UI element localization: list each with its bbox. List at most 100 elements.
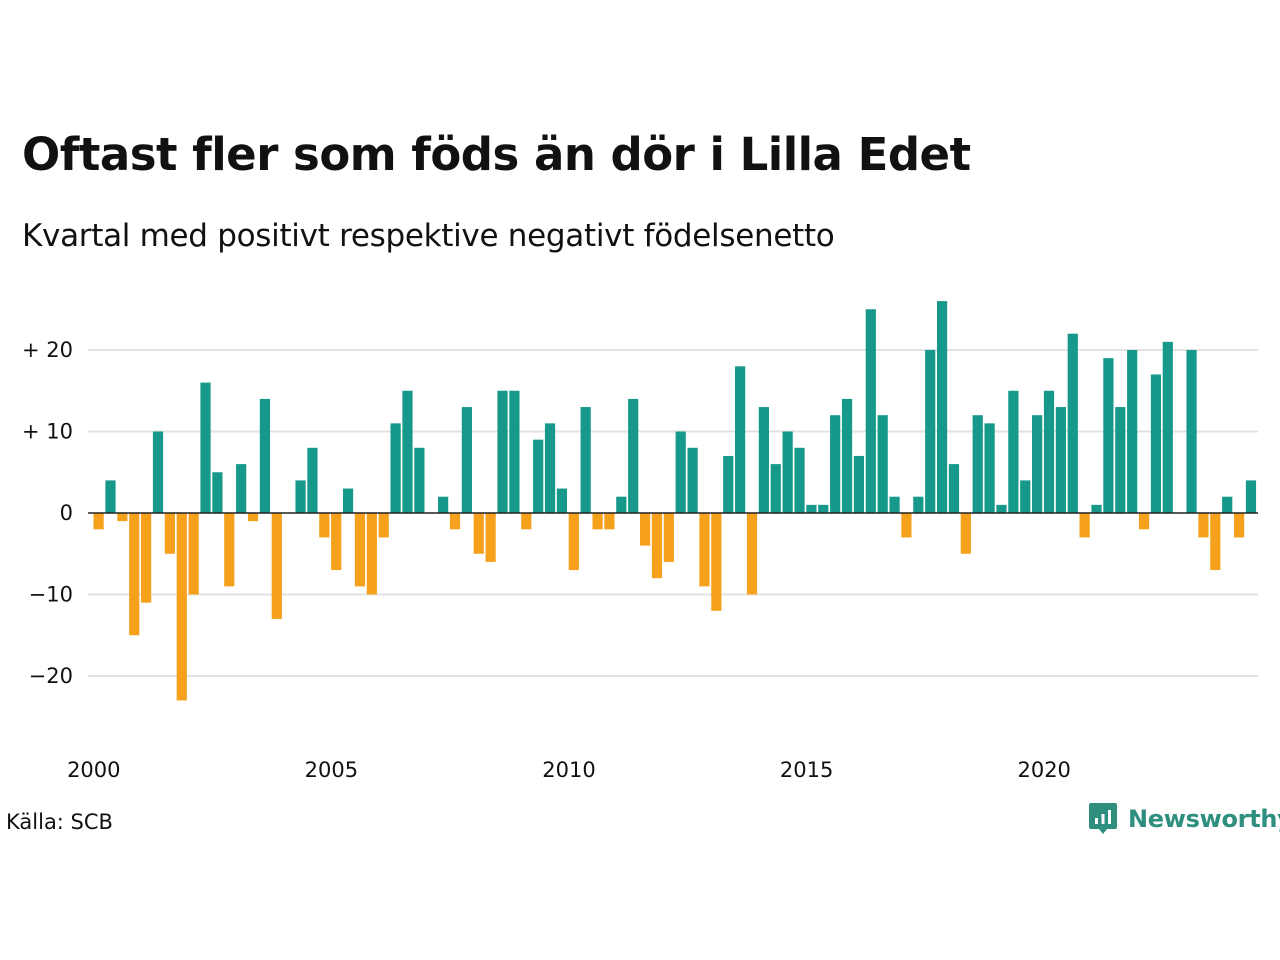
bar-positive bbox=[556, 488, 568, 513]
bar-negative bbox=[331, 513, 342, 571]
chart-subtitle: Kvartal med positivt respektive negativt… bbox=[22, 218, 835, 254]
bar-negative bbox=[93, 513, 104, 530]
bar-positive bbox=[925, 350, 936, 513]
bar-positive bbox=[628, 398, 639, 513]
bar-positive bbox=[794, 447, 805, 513]
bar-positive bbox=[877, 415, 888, 513]
bar-positive bbox=[1103, 358, 1114, 513]
bar-positive bbox=[295, 480, 306, 513]
bar-positive bbox=[841, 398, 853, 513]
bar-positive bbox=[580, 407, 591, 513]
bar-positive bbox=[1032, 415, 1043, 513]
bar-negative bbox=[141, 513, 152, 603]
bar-positive bbox=[200, 382, 211, 513]
x-tick-label: 2005 bbox=[305, 758, 358, 782]
bar-positive bbox=[770, 464, 781, 513]
bar-positive bbox=[307, 447, 318, 513]
x-tick-label: 2020 bbox=[1017, 758, 1070, 782]
bar-positive bbox=[1115, 407, 1126, 513]
bars bbox=[88, 301, 1258, 701]
bar-negative bbox=[485, 513, 496, 562]
bar-positive bbox=[687, 447, 698, 513]
bar-positive bbox=[1127, 350, 1138, 513]
y-tick-label: −20 bbox=[29, 664, 73, 688]
bar-positive bbox=[402, 390, 413, 513]
y-tick-label: + 20 bbox=[22, 338, 73, 362]
bar-negative bbox=[592, 513, 603, 530]
bar-negative bbox=[354, 513, 366, 587]
bar-positive bbox=[438, 496, 449, 513]
bar-positive bbox=[533, 439, 544, 513]
bar-negative bbox=[129, 513, 140, 636]
bar-positive bbox=[830, 415, 841, 513]
bar-positive bbox=[675, 431, 686, 513]
y-tick-label: −10 bbox=[29, 583, 73, 607]
bar-chart: + 20 + 10 0 −10 −20 2000 2005 2010 2015 2020 bbox=[22, 301, 1258, 782]
bar-positive bbox=[1222, 496, 1233, 513]
x-tick-label: 2015 bbox=[780, 758, 833, 782]
bar-positive bbox=[972, 415, 983, 513]
bar-positive bbox=[509, 390, 520, 513]
newsworthy-logo-icon bbox=[1089, 803, 1117, 834]
bar-positive bbox=[818, 504, 829, 513]
bar-positive bbox=[259, 398, 271, 513]
bar-negative bbox=[188, 513, 199, 595]
bar-negative bbox=[746, 513, 758, 595]
y-tick-label: + 10 bbox=[22, 420, 73, 444]
bar-negative bbox=[639, 513, 651, 546]
x-tick-label: 2000 bbox=[67, 758, 120, 782]
bar-positive bbox=[913, 496, 924, 513]
bar-positive bbox=[414, 447, 425, 513]
bar-positive bbox=[1043, 390, 1055, 513]
bar-positive bbox=[948, 464, 960, 513]
bar-negative bbox=[164, 513, 175, 554]
bar-positive bbox=[212, 472, 223, 513]
bar-positive bbox=[865, 309, 876, 513]
bar-negative bbox=[663, 513, 674, 562]
bar-positive bbox=[1020, 480, 1031, 513]
bar-negative bbox=[247, 513, 259, 522]
bar-positive bbox=[782, 431, 793, 513]
bar-positive bbox=[236, 464, 247, 513]
bar-positive bbox=[1067, 333, 1078, 513]
x-tick-label: 2010 bbox=[542, 758, 595, 782]
bar-negative bbox=[366, 513, 377, 595]
bar-positive bbox=[1150, 374, 1162, 513]
y-tick-label: 0 bbox=[60, 501, 73, 525]
bar-positive bbox=[616, 496, 627, 513]
bar-negative bbox=[521, 513, 532, 530]
bar-positive bbox=[390, 423, 401, 513]
source-note: Källa: SCB bbox=[6, 810, 113, 834]
bar-negative bbox=[378, 513, 389, 538]
bar-negative bbox=[1210, 513, 1221, 571]
bar-positive bbox=[806, 504, 817, 513]
x-axis-ticks: 2000 2005 2010 2015 2020 bbox=[67, 758, 1071, 782]
bar-positive bbox=[1245, 480, 1257, 513]
bar-negative bbox=[604, 513, 615, 530]
bar-negative bbox=[960, 513, 971, 554]
bar-negative bbox=[117, 513, 128, 522]
bar-negative bbox=[271, 513, 282, 619]
bar-positive bbox=[105, 480, 116, 513]
bar-negative bbox=[699, 513, 710, 587]
bar-negative bbox=[568, 513, 579, 571]
bar-positive bbox=[497, 390, 508, 513]
bar-negative bbox=[473, 513, 484, 554]
bar-positive bbox=[735, 366, 746, 513]
bar-positive bbox=[1091, 504, 1102, 513]
bar-positive bbox=[936, 301, 948, 513]
bar-negative bbox=[1079, 513, 1090, 538]
bar-negative bbox=[711, 513, 722, 611]
brand-logo[interactable]: Newsworthy bbox=[1088, 802, 1280, 836]
bar-negative bbox=[901, 513, 912, 538]
bar-positive bbox=[152, 431, 164, 513]
bar-positive bbox=[342, 488, 354, 513]
bar-negative bbox=[319, 513, 330, 538]
bar-positive bbox=[996, 504, 1007, 513]
bar-negative bbox=[1198, 513, 1209, 538]
bar-negative bbox=[224, 513, 235, 587]
bar-positive bbox=[984, 423, 995, 513]
bar-positive bbox=[1186, 350, 1197, 513]
bar-positive bbox=[758, 407, 769, 513]
bar-positive bbox=[544, 423, 556, 513]
